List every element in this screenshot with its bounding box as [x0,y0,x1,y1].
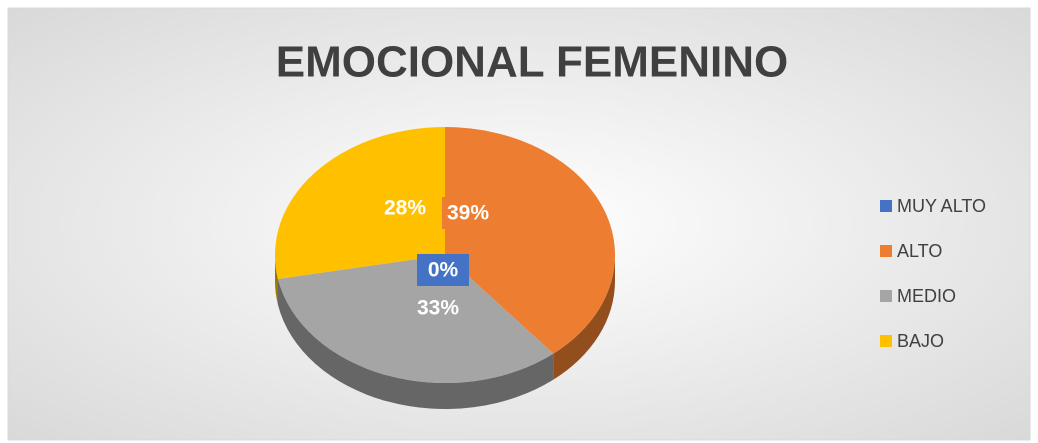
slice [275,127,445,279]
legend-swatch [880,335,892,347]
slice-side [278,278,554,409]
slice-side [553,255,615,380]
data-label-box [417,254,469,286]
slice-side [275,255,279,305]
legend-swatch [880,290,892,302]
slice [445,127,615,354]
legend-label: MEDIO [897,286,956,306]
data-label: 33% [417,297,459,320]
data-label-box [379,192,431,224]
legend-label: MUY ALTO [897,196,986,216]
legend-label: ALTO [897,241,942,261]
data-label: 39% [447,202,489,225]
data-label: 28% [384,197,426,220]
chart-title: EMOCIONAL FEMENINO [276,38,789,87]
data-label-box [442,197,494,229]
legend-swatch [880,245,892,257]
legend-swatch [880,200,892,212]
data-label-box [412,292,464,324]
legend-label: BAJO [897,331,944,351]
data-label: 0% [428,259,459,282]
